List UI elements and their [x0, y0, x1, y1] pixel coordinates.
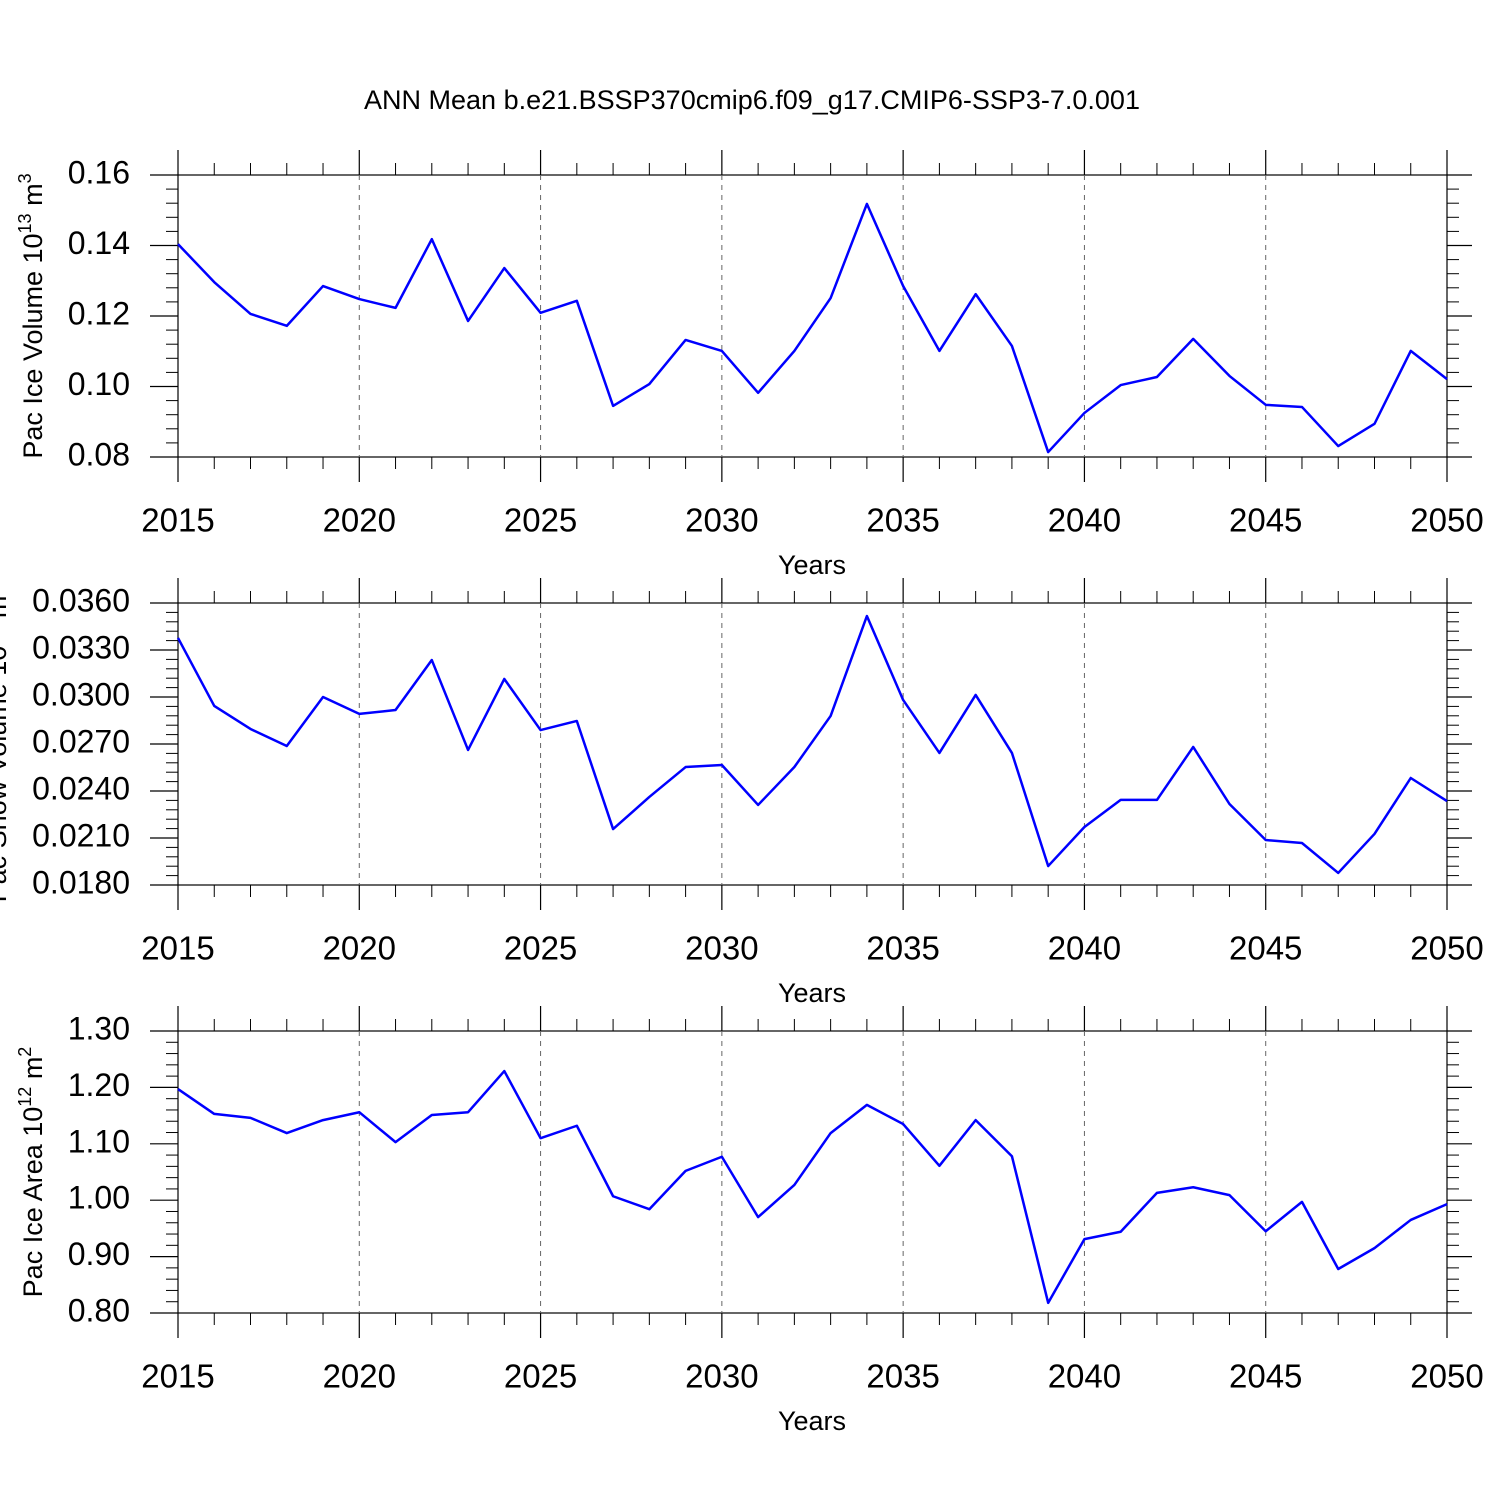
x-axis-label: Years	[778, 1406, 846, 1436]
plot-frame	[177, 1030, 1448, 1314]
y-tick-label: 0.0330	[32, 629, 130, 665]
y-tick-label: 1.00	[68, 1180, 130, 1216]
y-axis-label-part: m	[18, 183, 48, 213]
x-tick-label: 2040	[1048, 930, 1121, 967]
x-tick-label: 2025	[504, 502, 577, 539]
x-tick-label: 2020	[323, 502, 396, 539]
x-tick-label: 2040	[1048, 502, 1121, 539]
y-tick-label: 1.10	[68, 1123, 130, 1159]
y-tick-label: 0.10	[68, 366, 130, 402]
y-axis-label: Pac Ice Area 1012 m2	[15, 1047, 48, 1298]
y-tick-label: 0.08	[68, 436, 130, 472]
y-axis-label: Pac Snow Volume 1013 m3	[0, 586, 12, 903]
y-tick-label: 1.20	[68, 1067, 130, 1103]
data-line	[177, 202, 1448, 454]
y-tick-label: 0.0300	[32, 676, 130, 712]
y-axis-label-part: Pac Snow Volume 10	[0, 646, 12, 903]
y-tick-label: 0.0210	[32, 817, 130, 853]
x-axis-label: Years	[778, 550, 846, 580]
y-axis-label-exponent: 3	[15, 173, 35, 183]
y-axis-label-exponent: 12	[15, 1087, 35, 1107]
x-tick-label: 2050	[1410, 930, 1483, 967]
x-tick-label: 2030	[685, 1358, 758, 1395]
x-tick-label: 2035	[866, 1358, 939, 1395]
x-tick-label: 2030	[685, 930, 758, 967]
y-tick-label: 0.0180	[32, 864, 130, 900]
x-tick-label: 2045	[1229, 1358, 1302, 1395]
y-axis-label-exponent: 13	[15, 213, 35, 233]
x-tick-label: 2040	[1048, 1358, 1121, 1395]
y-tick-label: 0.90	[68, 1236, 130, 1272]
y-tick-label: 0.0240	[32, 770, 130, 806]
x-tick-label: 2045	[1229, 930, 1302, 967]
x-tick-label: 2025	[504, 1358, 577, 1395]
x-tick-label: 2035	[866, 930, 939, 967]
data-line	[177, 1069, 1448, 1305]
x-tick-label: 2020	[323, 930, 396, 967]
x-tick-label: 2050	[1410, 1358, 1483, 1395]
x-tick-label: 2035	[866, 502, 939, 539]
x-tick-label: 2050	[1410, 502, 1483, 539]
y-tick-label: 1.30	[68, 1010, 130, 1046]
y-tick-label: 0.80	[68, 1292, 130, 1328]
y-tick-label: 0.12	[68, 295, 130, 331]
x-tick-label: 2015	[141, 502, 214, 539]
y-axis-label-exponent: 2	[15, 1047, 35, 1057]
x-tick-label: 2030	[685, 502, 758, 539]
y-axis-label-part: Pac Ice Area 10	[18, 1107, 48, 1298]
x-axis-label: Years	[778, 978, 846, 1008]
y-axis-label: Pac Ice Volume 1013 m3	[15, 173, 48, 458]
y-tick-label: 0.0360	[32, 582, 130, 618]
x-tick-label: 2025	[504, 930, 577, 967]
y-tick-label: 0.16	[68, 154, 130, 190]
y-axis-label-part: Pac Ice Volume 10	[18, 233, 48, 458]
x-tick-label: 2015	[141, 1358, 214, 1395]
y-axis-label-part: m	[0, 596, 12, 626]
y-tick-label: 0.14	[68, 225, 130, 261]
chart-title: ANN Mean b.e21.BSSP370cmip6.f09_g17.CMIP…	[364, 85, 1140, 115]
y-tick-label: 0.0270	[32, 723, 130, 759]
x-tick-label: 2015	[141, 930, 214, 967]
y-axis-label-part: m	[18, 1057, 48, 1087]
data-line	[176, 614, 1448, 875]
x-tick-label: 2045	[1229, 502, 1302, 539]
x-tick-label: 2020	[323, 1358, 396, 1395]
